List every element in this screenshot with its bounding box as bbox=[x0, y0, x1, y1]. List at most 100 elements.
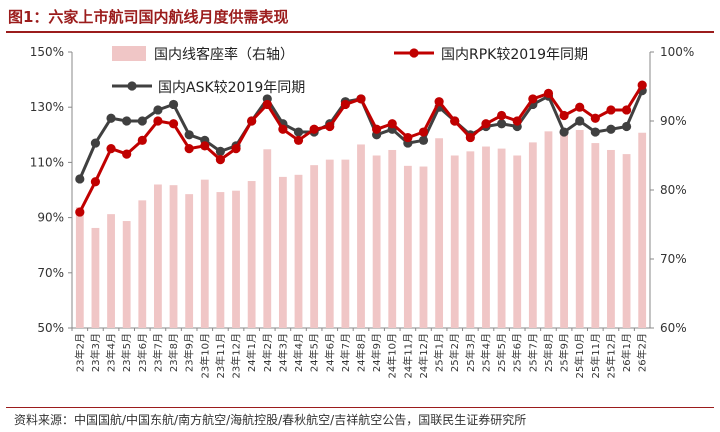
point-rpk bbox=[340, 99, 350, 110]
point-rpk bbox=[512, 116, 522, 126]
bar-load-factor bbox=[482, 146, 490, 328]
bar-load-factor bbox=[622, 154, 631, 328]
bar-load-factor bbox=[263, 149, 272, 328]
bar-load-factor bbox=[497, 148, 506, 328]
x-tick-label: 23年9月 bbox=[183, 333, 196, 372]
y-axis-left-ticks: 50% 70% 90% 110% 130% 150% bbox=[30, 45, 72, 335]
bar-load-factor bbox=[185, 194, 194, 328]
legend-swatch-bar bbox=[112, 46, 146, 61]
point-rpk bbox=[90, 177, 101, 187]
x-tick-label: 25年11月 bbox=[589, 333, 602, 378]
legend-label-ask: 国内ASK较2019年同期 bbox=[158, 80, 305, 96]
legend-swatch-rpk-marker bbox=[409, 48, 419, 58]
y-left-tick-label: 70% bbox=[37, 266, 64, 280]
bar-load-factor bbox=[528, 142, 537, 328]
x-tick-label: 25年2月 bbox=[448, 333, 461, 372]
point-rpk bbox=[543, 88, 554, 98]
x-tick-label: 23年7月 bbox=[151, 333, 164, 372]
bar-load-factor bbox=[107, 214, 115, 328]
bar-series-load-factor bbox=[75, 129, 647, 328]
point-ask bbox=[590, 127, 600, 137]
point-rpk bbox=[153, 116, 163, 126]
point-rpk bbox=[137, 135, 147, 145]
point-rpk bbox=[606, 105, 616, 115]
point-rpk bbox=[247, 116, 257, 126]
y-right-tick-label: 100% bbox=[660, 45, 694, 59]
source-rule bbox=[6, 407, 714, 408]
point-ask bbox=[418, 135, 429, 145]
x-tick-label: 23年3月 bbox=[89, 333, 102, 372]
point-ask bbox=[559, 127, 569, 137]
bar-load-factor bbox=[325, 159, 334, 328]
x-tick-label: 24年4月 bbox=[292, 333, 305, 372]
y-left-tick-label: 130% bbox=[30, 100, 64, 114]
bar-load-factor bbox=[357, 144, 365, 328]
x-tick-label: 25年8月 bbox=[542, 333, 555, 372]
x-tick-label: 24年12月 bbox=[417, 333, 430, 378]
y-left-tick-label: 50% bbox=[37, 321, 64, 335]
bar-load-factor bbox=[278, 176, 287, 328]
y-right-tick-label: 90% bbox=[660, 114, 687, 128]
y-left-tick-label: 90% bbox=[37, 211, 64, 225]
bar-load-factor bbox=[247, 181, 256, 328]
x-axis-ticks: 23年2月 23年3月 23年4月 23年5月 23年6月 23年7月 23年8月 23年9月… bbox=[71, 328, 649, 378]
point-rpk bbox=[231, 144, 241, 154]
point-rpk bbox=[575, 102, 585, 112]
point-ask bbox=[184, 130, 194, 140]
point-rpk bbox=[465, 132, 475, 143]
x-tick-label: 24年11月 bbox=[401, 333, 414, 378]
bar-load-factor bbox=[419, 166, 428, 328]
point-rpk bbox=[75, 207, 85, 217]
y-right-tick-label: 70% bbox=[660, 252, 687, 266]
point-ask bbox=[575, 116, 585, 126]
x-tick-label: 25年12月 bbox=[604, 333, 617, 378]
point-rpk bbox=[106, 144, 116, 154]
x-tick-label: 23年5月 bbox=[120, 333, 133, 372]
bar-load-factor bbox=[75, 207, 84, 328]
x-tick-label: 23年11月 bbox=[214, 333, 227, 378]
y-left-tick-label: 110% bbox=[30, 155, 64, 169]
bar-load-factor bbox=[607, 149, 615, 328]
bar-load-factor bbox=[450, 155, 459, 328]
point-rpk bbox=[387, 119, 397, 129]
point-ask bbox=[621, 121, 632, 132]
x-tick-label: 25年7月 bbox=[526, 333, 539, 372]
point-rpk bbox=[621, 105, 632, 115]
bar-load-factor bbox=[310, 165, 319, 328]
bar-load-factor bbox=[403, 165, 412, 328]
y-left-tick-label: 150% bbox=[30, 45, 64, 59]
x-tick-label: 24年3月 bbox=[276, 333, 289, 372]
bar-load-factor bbox=[513, 155, 522, 328]
point-rpk bbox=[122, 149, 132, 159]
point-rpk bbox=[293, 135, 304, 145]
x-tick-label: 26年2月 bbox=[636, 333, 649, 372]
x-tick-label: 24年2月 bbox=[261, 333, 274, 372]
bar-load-factor bbox=[560, 132, 568, 328]
point-ask bbox=[168, 99, 179, 110]
x-tick-label: 24年7月 bbox=[339, 333, 352, 372]
x-tick-label: 23年2月 bbox=[73, 333, 86, 372]
point-rpk bbox=[200, 141, 210, 151]
y-right-tick-label: 60% bbox=[660, 321, 687, 335]
point-rpk bbox=[637, 80, 647, 90]
bar-load-factor bbox=[154, 184, 162, 328]
bar-load-factor bbox=[372, 155, 381, 328]
point-ask bbox=[122, 116, 132, 126]
x-tick-label: 25年9月 bbox=[558, 333, 571, 372]
bar-load-factor bbox=[91, 227, 100, 328]
x-tick-label: 25年1月 bbox=[433, 333, 446, 372]
point-ask bbox=[137, 116, 147, 126]
bar-load-factor bbox=[200, 179, 209, 328]
point-ask bbox=[606, 124, 616, 134]
point-ask bbox=[153, 105, 163, 115]
bar-load-factor bbox=[575, 129, 584, 328]
x-tick-label: 25年6月 bbox=[511, 333, 524, 372]
figure-title: 图1：六家上市航司国内航线月度供需表现 bbox=[8, 8, 289, 26]
x-tick-label: 24年10月 bbox=[386, 333, 399, 378]
point-rpk bbox=[215, 155, 226, 165]
point-rpk bbox=[168, 119, 179, 129]
x-tick-label: 25年4月 bbox=[480, 333, 493, 372]
